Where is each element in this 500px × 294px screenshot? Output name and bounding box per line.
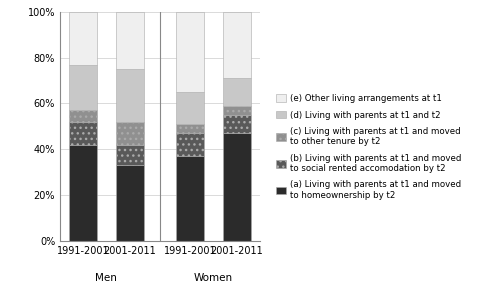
Text: Women: Women [194, 273, 233, 283]
Bar [69, 145, 97, 241]
Bar [116, 145, 143, 166]
Bar [69, 12, 97, 64]
Bar [176, 12, 204, 92]
Bar [116, 166, 143, 241]
Bar [176, 156, 204, 241]
Bar [223, 12, 251, 78]
Bar [176, 133, 204, 156]
Bar [176, 92, 204, 124]
Bar [223, 133, 251, 241]
Bar [223, 115, 251, 133]
Bar [69, 122, 97, 145]
Legend: (e) Other living arrangements at t1, (d) Living with parents at t1 and t2, (c) L: (e) Other living arrangements at t1, (d)… [274, 93, 463, 201]
Text: Men: Men [96, 273, 118, 283]
Bar [223, 106, 251, 115]
Bar [116, 122, 143, 145]
Bar [69, 64, 97, 110]
Bar [116, 12, 143, 69]
Bar [223, 78, 251, 106]
Bar [69, 110, 97, 122]
Bar [176, 124, 204, 133]
Bar [116, 69, 143, 122]
